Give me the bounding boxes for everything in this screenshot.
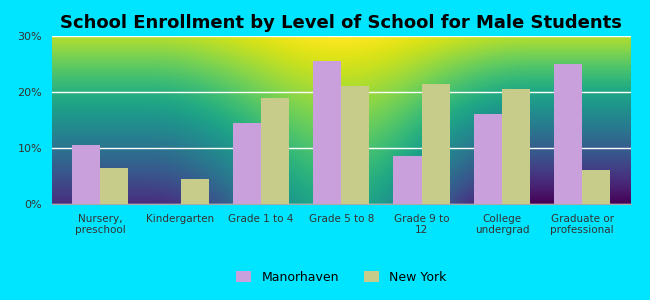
Bar xyxy=(233,123,261,204)
Bar xyxy=(181,179,209,204)
Bar xyxy=(72,145,100,204)
Bar xyxy=(582,170,610,204)
Bar xyxy=(554,64,582,204)
Title: School Enrollment by Level of School for Male Students: School Enrollment by Level of School for… xyxy=(60,14,622,32)
Bar xyxy=(313,61,341,204)
Bar xyxy=(341,86,369,204)
Bar xyxy=(422,84,450,204)
Bar xyxy=(474,114,502,204)
Bar xyxy=(100,168,128,204)
Bar xyxy=(502,89,530,204)
Legend: Manorhaven, New York: Manorhaven, New York xyxy=(230,265,452,290)
Bar xyxy=(393,156,422,204)
Bar xyxy=(261,98,289,204)
